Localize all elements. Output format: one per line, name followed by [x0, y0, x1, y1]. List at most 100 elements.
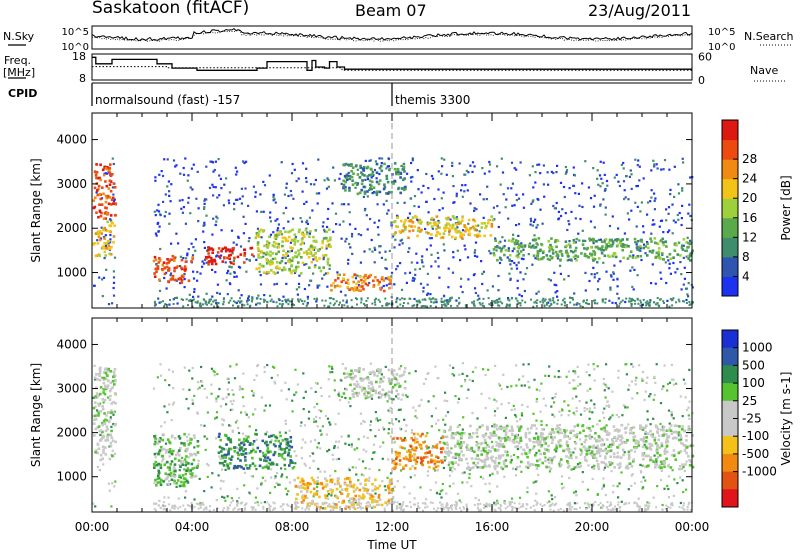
region-cell-1: [190, 473, 194, 477]
region-cell-4: [328, 245, 332, 248]
region-cell-4: [419, 434, 422, 438]
scatter-cell: [521, 403, 524, 407]
scatter-cell: [200, 380, 203, 383]
region-cell-6: [402, 223, 406, 227]
scatter-cell: [653, 199, 656, 202]
region-cell-0: [102, 451, 105, 454]
scatter-cell: [636, 274, 639, 277]
region-cell-7: [593, 253, 596, 256]
region-cell-1: [191, 472, 194, 475]
scatter-cell: [454, 506, 457, 509]
scatter-cell: [237, 289, 240, 292]
scatter-cell: [385, 284, 388, 287]
region-cell-2: [284, 437, 287, 441]
scatter-cell: [548, 500, 551, 503]
ground-cell: [494, 301, 497, 304]
scatter-cell: [269, 211, 272, 214]
region-cell-5: [377, 283, 380, 286]
ground-cell: [299, 298, 302, 301]
region-cell-7: [539, 249, 542, 252]
region-cell-1: [155, 484, 158, 487]
scatter-cell: [643, 443, 646, 447]
scatter-cell: [292, 217, 295, 220]
region-cell-0: [105, 425, 109, 428]
scatter-cell: [514, 474, 518, 477]
ground-cell: [621, 299, 624, 302]
scatter-cell: [484, 505, 487, 508]
scatter-cell: [308, 216, 311, 219]
scatter-cell: [608, 405, 611, 408]
region-cell-5: [351, 275, 354, 279]
scatter-cell: [99, 237, 103, 240]
scatter-cell: [592, 167, 595, 170]
scatter-cell: [101, 295, 104, 298]
scatter-cell: [197, 503, 200, 506]
region-cell-4: [326, 262, 330, 266]
scatter-cell: [205, 396, 208, 399]
scatter-cell: [196, 387, 200, 391]
scatter-cell: [351, 466, 354, 469]
scatter-cell: [438, 492, 441, 496]
scatter-cell: [163, 158, 166, 161]
region-cell-4: [275, 265, 279, 268]
region-cell-2: [267, 451, 270, 454]
region-cell-3: [352, 485, 355, 489]
scatter-cell: [570, 468, 573, 471]
scatter-cell: [421, 255, 424, 258]
scatter-cell: [597, 183, 600, 186]
scatter-cell: [297, 177, 300, 180]
scatter-cell: [572, 467, 575, 470]
region-cell-1: [170, 478, 174, 482]
scatter-cell: [458, 424, 461, 427]
scatter-cell: [660, 277, 663, 280]
ground-cell: [356, 303, 358, 306]
region-cell-7: [540, 242, 543, 246]
region-cell-4: [290, 238, 294, 242]
region-cell-2: [223, 433, 227, 437]
region-cell-7: [685, 241, 688, 244]
scatter-cell: [263, 366, 266, 369]
scatter-cell: [348, 223, 352, 226]
region-cell-7: [545, 254, 549, 257]
region-cell-0: [110, 411, 113, 415]
region-cell-5: [601, 449, 605, 453]
scatter-cell: [273, 380, 276, 383]
region-cell-7: [572, 255, 576, 259]
region-cell-5: [388, 276, 391, 279]
ground-cell: [640, 301, 642, 304]
region-cell-4: [419, 445, 422, 448]
scatter-cell: [385, 167, 388, 170]
scatter-cell: [374, 248, 377, 251]
ground-cell: [456, 304, 459, 307]
scatter-cell: [174, 165, 177, 168]
scatter-cell: [681, 187, 684, 190]
region-cell-7: [685, 249, 688, 253]
region-cell-4: [315, 259, 319, 262]
scatter-cell: [677, 434, 680, 437]
region-cell-8: [366, 165, 370, 169]
region-cell-3: [359, 505, 362, 509]
region-cell-6: [462, 233, 465, 237]
region-cell-0: [106, 435, 109, 438]
region-cell-5: [681, 442, 684, 446]
region-cell-1: [166, 475, 170, 478]
region-cell-4: [326, 260, 330, 263]
region-cell-8: [348, 177, 351, 181]
region-cell-5: [372, 279, 375, 283]
region-cell-1: [103, 226, 107, 230]
region-cell-4: [301, 241, 304, 245]
scatter-cell: [480, 449, 483, 453]
region-cell-5: [587, 447, 590, 450]
region-cell-2: [246, 467, 249, 470]
region-cell-0: [102, 381, 106, 385]
region-cell-0: [108, 389, 112, 393]
scatter-cell: [239, 387, 242, 390]
scatter-cell: [215, 302, 218, 305]
scatter-cell: [168, 212, 171, 215]
scatter-cell: [635, 225, 638, 228]
scatter-cell: [616, 292, 619, 295]
region-cell-3: [243, 251, 247, 255]
region-cell-7: [648, 250, 652, 253]
region-cell-8: [346, 174, 350, 178]
